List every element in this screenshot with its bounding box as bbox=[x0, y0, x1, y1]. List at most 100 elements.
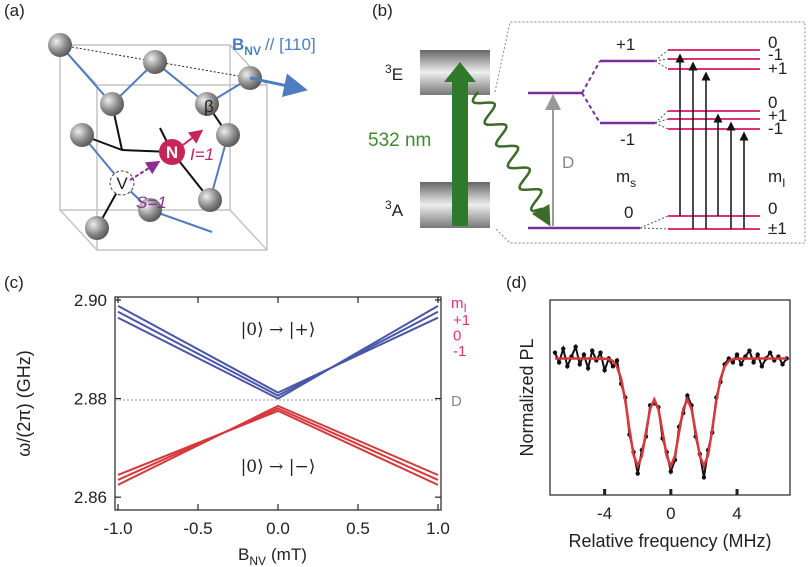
data-point bbox=[581, 352, 587, 357]
level-links bbox=[581, 60, 601, 124]
legend-title-sub: I bbox=[464, 301, 467, 315]
panel-label: (b) bbox=[372, 1, 393, 20]
data-point bbox=[577, 362, 582, 367]
ms-title: ms bbox=[616, 167, 636, 190]
data-point bbox=[747, 348, 752, 353]
mi-label: 0 bbox=[768, 93, 777, 112]
data-point bbox=[602, 368, 607, 373]
data-point bbox=[730, 360, 736, 365]
mi-label: -1 bbox=[768, 45, 783, 64]
y-axis-label: ω/(2π) (GHz) bbox=[14, 350, 34, 456]
panel-label: (c) bbox=[4, 273, 24, 292]
data-point bbox=[610, 364, 616, 369]
x-tick-label: -0.5 bbox=[183, 519, 212, 538]
mi-label: +1 bbox=[768, 106, 787, 125]
data-point bbox=[701, 475, 707, 480]
data-point bbox=[780, 362, 785, 367]
mi-title: mI bbox=[768, 167, 786, 190]
nitrogen-label: N bbox=[166, 143, 178, 162]
y-tick-label: 2.86 bbox=[74, 488, 107, 507]
nuclear-spin-label: I=1 bbox=[190, 145, 214, 164]
mi-label: 0 bbox=[768, 33, 777, 52]
vacancy bbox=[109, 170, 135, 196]
data-point bbox=[573, 344, 578, 349]
y-tick-label: 2.90 bbox=[74, 291, 107, 310]
y-axis-label: Normalized PL bbox=[517, 338, 537, 456]
ms-label: -1 bbox=[620, 130, 635, 149]
mi-labels: 0-1+10+1-10±1 bbox=[768, 33, 787, 238]
legend-entry: -1 bbox=[453, 343, 466, 360]
field-label: BNV// [110] bbox=[232, 35, 316, 58]
laser-arrowhead bbox=[444, 62, 476, 82]
x-tick-label: 0.0 bbox=[266, 519, 290, 538]
data-point bbox=[734, 352, 740, 357]
x-tick-label: 0 bbox=[666, 504, 675, 523]
ms-label: 0 bbox=[624, 203, 633, 222]
zoom-box bbox=[494, 21, 806, 244]
electron-spin-label: S=1 bbox=[136, 193, 167, 212]
data-point bbox=[685, 393, 690, 398]
panel-label: (a) bbox=[4, 1, 25, 20]
mi-label: 0 bbox=[768, 199, 777, 218]
data-point bbox=[759, 364, 765, 369]
nuclear-spin-arrow bbox=[182, 129, 204, 146]
legend-title-main: m bbox=[451, 295, 464, 312]
vacancy-label: V bbox=[116, 174, 128, 193]
x-axis-label: Relative frequency (MHz) bbox=[568, 531, 771, 551]
nitrogen bbox=[159, 139, 185, 165]
transitions bbox=[675, 53, 749, 229]
x-axis-label-sub: NV bbox=[249, 554, 266, 567]
x-axis-label: BNV (mT) bbox=[238, 545, 307, 567]
series-line bbox=[117, 409, 439, 486]
x-tick-label: 0.5 bbox=[346, 519, 370, 538]
reference-label: D bbox=[451, 393, 462, 410]
chart: (d) -4 0 4 Relative frequency (MHz) Normalize… bbox=[506, 273, 791, 551]
data-point bbox=[561, 346, 566, 351]
angle-label: β bbox=[204, 97, 214, 116]
electron-spin-arrow bbox=[129, 160, 161, 181]
data-point bbox=[590, 348, 595, 353]
series-line bbox=[554, 357, 787, 470]
data-point bbox=[552, 350, 558, 355]
ground-label: 3A bbox=[385, 198, 404, 220]
mi-label: +1 bbox=[768, 59, 787, 78]
x-axis-label-unit: (mT) bbox=[271, 545, 307, 564]
laser-arrow bbox=[452, 80, 468, 226]
data-point bbox=[556, 360, 562, 365]
x-tick-label: 1.0 bbox=[426, 519, 450, 538]
data-point bbox=[614, 358, 620, 363]
laser-label: 532 nm bbox=[368, 130, 431, 151]
data-point bbox=[598, 350, 603, 355]
chart: (c) -1.0 -0.5 0.0 0.5 1.0 2.86 2.88 2.90 BNV (mT) ω… bbox=[4, 273, 470, 567]
hyperfine-levels bbox=[668, 49, 760, 230]
ms-label: +1 bbox=[616, 35, 635, 54]
legend-title: mI bbox=[451, 295, 467, 315]
x-tick-label: -1.0 bbox=[103, 519, 132, 538]
series-line bbox=[117, 407, 439, 481]
y-tick-label: 2.88 bbox=[74, 390, 107, 409]
legend-entry: 0 bbox=[453, 328, 461, 345]
data-point bbox=[585, 366, 591, 371]
data-point bbox=[751, 360, 756, 365]
spin-levels bbox=[528, 59, 655, 230]
data-point bbox=[668, 469, 674, 474]
series-line bbox=[554, 343, 788, 478]
data-point bbox=[738, 362, 744, 367]
panel-a: (a) BNV// [110] β V N I=1 S=1 bbox=[4, 1, 316, 251]
panel-b: (b) 3E 3A 532 nm D +1 -1 0 ms mI 0-1+10+… bbox=[368, 1, 806, 244]
charts: (c) -1.0 -0.5 0.0 0.5 1.0 2.86 2.88 2.90 BNV (mT) ω… bbox=[4, 273, 791, 567]
mi-label: -1 bbox=[768, 119, 783, 138]
annotation: |0⟩ → |+⟩ bbox=[241, 320, 316, 340]
mi-label: ±1 bbox=[768, 219, 787, 238]
data-point bbox=[565, 364, 570, 369]
series-line bbox=[117, 310, 439, 397]
legend-entry: +1 bbox=[453, 312, 470, 329]
data-point bbox=[755, 352, 760, 357]
data-point bbox=[635, 471, 640, 476]
x-axis-label-main: B bbox=[238, 545, 249, 564]
x-tick-label: 4 bbox=[732, 504, 741, 523]
series-line bbox=[117, 404, 439, 486]
annotation: |0⟩ → |−⟩ bbox=[241, 457, 316, 477]
